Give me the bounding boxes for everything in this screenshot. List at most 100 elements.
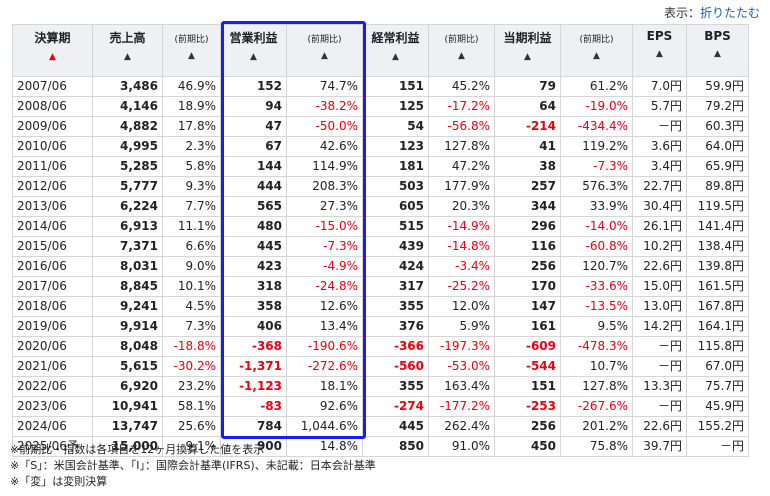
value-cell: -30.2% — [162, 356, 221, 377]
value-cell: 47.2% — [428, 156, 495, 177]
value-cell: 127.8% — [560, 376, 633, 397]
value-cell: 9,914 — [92, 316, 163, 337]
value-cell: 46.9% — [162, 76, 221, 97]
table-row: 2012/06 5,777 9.3% 444 208.3% 503 177.9% 257 576… — [12, 176, 749, 197]
period-cell: 2021/06 — [12, 356, 93, 377]
value-cell: 10.1% — [162, 276, 221, 297]
value-cell: 79 — [494, 76, 561, 97]
value-cell: 445 — [220, 236, 287, 257]
value-cell: 27.3% — [286, 196, 363, 217]
value-cell: 141.4円 — [686, 216, 749, 237]
financial-results-table: 決算期 ▲ 売上高 ▲ (前期比) ▲ 営業利益 ▲ (前期比) ▲ 経常利益 ▲ (前期比) ▲ 当期利益… — [12, 24, 749, 457]
column-header-10[interactable]: BPS ▲ — [686, 24, 749, 77]
sort-arrow-icon[interactable]: ▲ — [458, 51, 465, 61]
table-row: 2016/06 8,031 9.0% 423 -4.9% 424 -3.4% 256 120.7… — [12, 256, 749, 277]
display-label: 表示： — [663, 6, 700, 20]
period-cell: 2009/06 — [12, 116, 93, 137]
value-cell: 406 — [220, 316, 287, 337]
value-cell: 59.9円 — [686, 76, 749, 97]
value-cell: 161.5円 — [686, 276, 749, 297]
value-cell: 152 — [220, 76, 287, 97]
value-cell: -272.6% — [286, 356, 363, 377]
column-header-4[interactable]: (前期比) ▲ — [286, 24, 363, 77]
value-cell: -25.2% — [428, 276, 495, 297]
sort-arrow-icon[interactable]: ▲ — [321, 51, 328, 61]
column-header-0[interactable]: 決算期 ▲ — [12, 24, 93, 77]
sort-arrow-icon[interactable]: ▲ — [250, 52, 257, 62]
column-header-label: 営業利益 — [229, 31, 278, 45]
sort-arrow-icon[interactable]: ▲ — [124, 52, 131, 62]
value-cell: 39.7円 — [632, 436, 687, 457]
column-header-label: (前期比) — [444, 35, 479, 45]
period-cell: 2017/06 — [12, 276, 93, 297]
value-cell: 42.6% — [286, 136, 363, 157]
value-cell: 64.0円 — [686, 136, 749, 157]
value-cell: 784 — [220, 416, 287, 437]
value-cell: 163.4% — [428, 376, 495, 397]
column-header-label: BPS — [704, 29, 731, 43]
value-cell: 6,920 — [92, 376, 163, 397]
table-row: 2014/06 6,913 11.1% 480 -15.0% 515 -14.9% 296 -1… — [12, 216, 749, 237]
value-cell: 119.5円 — [686, 196, 749, 217]
table-row: 2008/06 4,146 18.9% 94 -38.2% 125 -17.2% 64 -19.… — [12, 96, 749, 117]
value-cell: 22.6円 — [632, 416, 687, 437]
column-header-6[interactable]: (前期比) ▲ — [428, 24, 495, 77]
value-cell: 10.7% — [560, 356, 633, 377]
value-cell: 12.6% — [286, 296, 363, 317]
value-cell: -267.6% — [560, 396, 633, 417]
sort-arrow-icon[interactable]: ▲ — [524, 52, 531, 62]
period-cell: 2020/06 — [12, 336, 93, 357]
column-header-7[interactable]: 当期利益 ▲ — [494, 24, 561, 77]
value-cell: -4.9% — [286, 256, 363, 277]
value-cell: 45.9円 — [686, 396, 749, 417]
column-header-3[interactable]: 営業利益 ▲ — [220, 24, 287, 77]
value-cell: -1,371 — [220, 356, 287, 377]
sort-arrow-icon[interactable]: ▲ — [188, 51, 195, 61]
value-cell: 11.1% — [162, 216, 221, 237]
value-cell: 8,031 — [92, 256, 163, 277]
value-cell: -190.6% — [286, 336, 363, 357]
table-row: 2019/06 9,914 7.3% 406 13.4% 376 5.9% 161 9.5% 14… — [12, 316, 749, 337]
value-cell: 344 — [494, 196, 561, 217]
value-cell: 5,285 — [92, 156, 163, 177]
column-header-9[interactable]: EPS ▲ — [632, 24, 687, 77]
period-cell: 2022/06 — [12, 376, 93, 397]
value-cell: 147 — [494, 296, 561, 317]
value-cell: 18.9% — [162, 96, 221, 117]
value-cell: 41 — [494, 136, 561, 157]
table-row: 2023/06 10,941 58.1% -83 92.6% -274 -177.2% -25… — [12, 396, 749, 417]
period-cell: 2019/06 — [12, 316, 93, 337]
sort-arrow-icon[interactable]: ▲ — [392, 52, 399, 62]
column-header-label: 当期利益 — [503, 31, 552, 45]
value-cell: 30.4円 — [632, 196, 687, 217]
value-cell: 13.4% — [286, 316, 363, 337]
value-cell: －円 — [632, 396, 687, 417]
column-header-1[interactable]: 売上高 ▲ — [92, 24, 163, 77]
value-cell: 2.3% — [162, 136, 221, 157]
table-body: 2007/06 3,486 46.9% 152 74.7% 151 45.2% 79 61.2%… — [12, 76, 749, 457]
column-header-8[interactable]: (前期比) ▲ — [560, 24, 633, 77]
value-cell: 54 — [362, 116, 429, 137]
value-cell: －円 — [632, 356, 687, 377]
sort-arrow-icon[interactable]: ▲ — [714, 49, 721, 59]
value-cell: 355 — [362, 376, 429, 397]
sort-arrow-icon[interactable]: ▲ — [593, 51, 600, 61]
sort-arrow-icon[interactable]: ▲ — [49, 52, 56, 62]
value-cell: 565 — [220, 196, 287, 217]
value-cell: 164.1円 — [686, 316, 749, 337]
value-cell: 4,882 — [92, 116, 163, 137]
period-cell: 2018/06 — [12, 296, 93, 317]
column-header-2[interactable]: (前期比) ▲ — [162, 24, 221, 77]
value-cell: 114.9% — [286, 156, 363, 177]
sort-arrow-icon[interactable]: ▲ — [656, 49, 663, 59]
column-header-5[interactable]: 経常利益 ▲ — [362, 24, 429, 77]
value-cell: 65.9円 — [686, 156, 749, 177]
column-header-label: 売上高 — [109, 31, 146, 45]
value-cell: 161 — [494, 316, 561, 337]
value-cell: 8,048 — [92, 336, 163, 357]
collapse-link[interactable]: 折りたたむ — [699, 6, 760, 20]
value-cell: -560 — [362, 356, 429, 377]
table-row: 2011/06 5,285 5.8% 144 114.9% 181 47.2% 38 -7.3%… — [12, 156, 749, 177]
table-row: 2024/06 13,747 25.6% 784 1,044.6% 445 262.4% 25… — [12, 416, 749, 437]
value-cell: 3.4円 — [632, 156, 687, 177]
